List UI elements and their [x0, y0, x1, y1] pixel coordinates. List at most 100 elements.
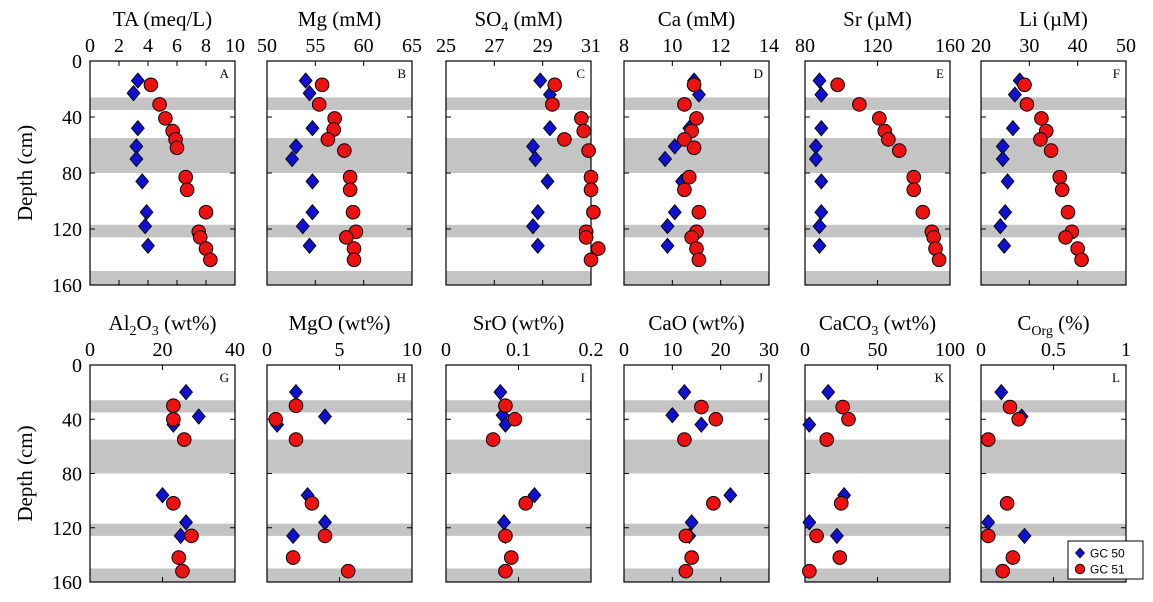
gc51-point [166, 411, 181, 427]
shaded-band [446, 271, 591, 285]
gc50-point [540, 173, 555, 190]
gc50-point [138, 218, 153, 235]
gc50-point [812, 218, 827, 235]
gc51-point [980, 432, 996, 447]
x-tick-label: 25 [436, 35, 456, 57]
x-tick-label: 50 [868, 339, 888, 361]
gc51-point [706, 496, 721, 511]
gc50-point [808, 150, 823, 168]
panel-letter: E [936, 66, 944, 81]
x-tick-label: 5 [335, 339, 345, 361]
legend: GC 50 GC 51 [1067, 540, 1144, 580]
gc51-point [203, 252, 218, 268]
x-tick-label: 27 [484, 35, 504, 57]
shaded-band [446, 400, 591, 413]
gc51-point [678, 563, 694, 579]
x-tick-label: 30 [1019, 35, 1039, 57]
title-part: Al [109, 311, 130, 335]
gc50-point [305, 120, 320, 137]
gc51-point [1054, 182, 1070, 198]
panel-title: Mg (mM) [298, 7, 381, 31]
panel-letter: J [758, 370, 763, 385]
legend-label: GC 50 [1090, 547, 1125, 561]
x-tick-label: 1 [1121, 339, 1131, 361]
gc51-point [915, 204, 931, 220]
x-tick-label: 0.1 [506, 339, 531, 361]
gc50-point [129, 150, 144, 168]
shaded-band [267, 97, 412, 110]
title-part: 3 [152, 324, 159, 339]
y-tick-label: 0 [72, 51, 82, 73]
gc51-point [304, 496, 320, 511]
gc50-point [302, 237, 317, 254]
x-tick-label: 40 [1068, 35, 1088, 57]
x-tick-label: 0.2 [579, 339, 604, 361]
shaded-band [267, 271, 412, 285]
gc50-point [528, 150, 543, 168]
panel-letter: G [220, 370, 229, 385]
gc51-point [906, 182, 922, 198]
gc51-point [268, 411, 284, 427]
shaded-band [981, 439, 1126, 474]
gc51-point [678, 528, 694, 544]
gc50-point [998, 204, 1013, 221]
title-part: SO [474, 7, 501, 31]
gc51-point [1060, 204, 1076, 220]
gc51-point [342, 169, 358, 185]
panel-mgo: 0 5 10 MgO (wt%) H [262, 311, 422, 583]
panel-title: CaCO3 (wt%) [819, 311, 936, 339]
shaded-band [90, 400, 235, 413]
shaded-band [90, 138, 235, 173]
panel-title: Li (µM) [1019, 7, 1088, 31]
panel-letter: H [397, 370, 406, 385]
gc51-point [178, 169, 193, 185]
gc51-point [819, 432, 835, 447]
x-tick-label: 0.5 [1041, 339, 1066, 361]
gc51-point [288, 398, 304, 413]
gc51-point [143, 77, 159, 93]
shaded-band [446, 439, 591, 474]
gc51-point [833, 496, 849, 511]
panel-title: CaO (wt%) [648, 311, 744, 335]
gc51-point [999, 496, 1015, 511]
title-part: Ca (mM) [658, 7, 736, 31]
gc51-point [852, 97, 867, 112]
y-axis-label: Depth (cm) [13, 125, 37, 221]
title-part: (wt%) [878, 311, 936, 335]
gc50-point [139, 204, 154, 221]
gc51-point [802, 563, 817, 579]
x-tick-label: 0 [85, 339, 95, 361]
x-tick-label: 8 [619, 35, 629, 57]
gc50-point [814, 173, 829, 190]
gc50-point [130, 72, 145, 89]
panel-title: SrO (wt%) [473, 311, 565, 335]
gc51-point [1034, 111, 1049, 126]
shaded-band [90, 568, 235, 582]
gc51-point [1033, 132, 1048, 147]
gc51-point [311, 97, 327, 112]
legend-diamond-icon [1075, 547, 1085, 559]
gc51-point [1011, 411, 1027, 427]
y-tick-label: 40 [62, 409, 82, 431]
x-tick-label: 55 [305, 35, 325, 57]
gc51-point [691, 204, 707, 220]
gc51-point [1043, 143, 1059, 158]
panel-letter: I [581, 370, 585, 385]
panel-title: SO4 (mM) [474, 7, 562, 35]
gc51-point [830, 77, 845, 93]
gc51-point [694, 399, 709, 415]
gc51-point [285, 550, 301, 565]
x-tick-label: 10 [662, 35, 682, 57]
shaded-band [805, 400, 950, 413]
gc51-point [158, 111, 173, 126]
shaded-band [981, 523, 1126, 536]
gc51-point [152, 97, 167, 112]
x-tick-label: 29 [533, 35, 553, 57]
gc50-point [660, 237, 675, 254]
x-tick-label: 20 [711, 339, 731, 361]
shaded-band [981, 224, 1126, 238]
gc50-point [993, 218, 1008, 235]
gc51-point [342, 182, 358, 198]
gc51-point [995, 563, 1011, 579]
